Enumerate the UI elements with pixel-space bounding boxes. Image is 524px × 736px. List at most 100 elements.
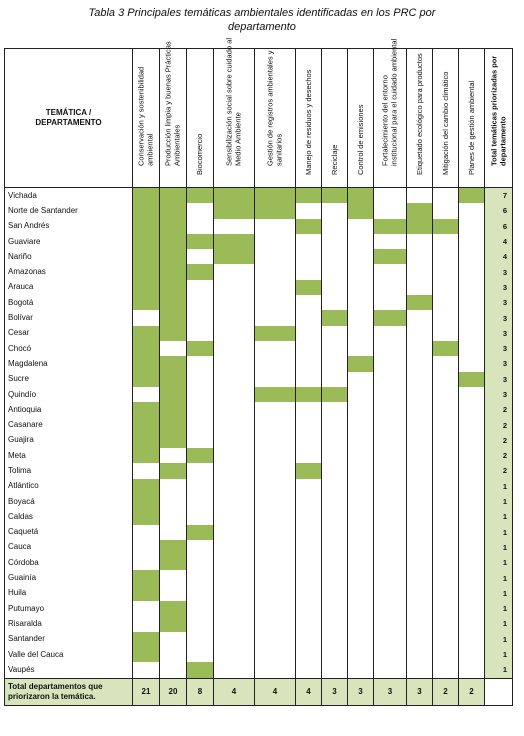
empty-cell [458, 601, 485, 617]
empty-cell [254, 402, 296, 418]
empty-cell [254, 295, 296, 311]
empty-cell [321, 570, 348, 586]
department-name: Guainía [4, 570, 133, 586]
table-row: Magdalena 3 [4, 356, 513, 372]
empty-cell [373, 601, 407, 617]
footer-label-line-1: Total departamentos que [8, 681, 103, 691]
empty-cell [347, 601, 374, 617]
marked-cell [213, 187, 255, 204]
marked-cell [132, 340, 160, 357]
empty-cell [406, 524, 433, 540]
empty-cell [432, 646, 459, 663]
empty-cell [213, 325, 255, 341]
empty-cell [186, 463, 214, 479]
empty-cell [321, 264, 348, 280]
empty-cell [458, 356, 485, 372]
empty-cell [254, 509, 296, 525]
marked-cell [295, 218, 322, 234]
department-name: Casanare [4, 417, 133, 433]
table-row: Vaupés 1 [4, 662, 513, 678]
department-name: Risaralda [4, 616, 133, 632]
marked-cell [295, 463, 322, 479]
marked-cell [159, 417, 187, 433]
empty-cell [132, 386, 160, 403]
marked-cell [159, 432, 187, 449]
empty-cell [254, 233, 296, 250]
empty-cell [213, 218, 255, 234]
empty-cell [186, 555, 214, 571]
empty-cell [186, 249, 214, 265]
empty-cell [406, 402, 433, 418]
empty-cell [432, 493, 459, 510]
table-caption: Tabla 3 Principales temáticas ambientale… [0, 6, 524, 34]
empty-cell [406, 432, 433, 449]
empty-cell [159, 493, 187, 510]
department-total: 2 [484, 417, 513, 433]
empty-cell [432, 356, 459, 372]
empty-cell [347, 570, 374, 586]
table-row: Huila 1 [4, 585, 513, 602]
empty-cell [295, 356, 322, 372]
empty-cell [159, 340, 187, 357]
marked-cell [159, 218, 187, 234]
empty-cell [373, 325, 407, 341]
empty-cell [295, 539, 322, 556]
table-row: Valle del Cauca 1 [4, 646, 513, 663]
table-row: Guajira 2 [4, 432, 513, 449]
empty-cell [254, 539, 296, 556]
empty-cell [295, 493, 322, 510]
marked-cell [159, 249, 187, 265]
empty-cell [406, 616, 433, 632]
empty-cell [347, 509, 374, 525]
corner-header-line-2: DEPARTAMENTO [35, 118, 102, 127]
footer-count: 21 [132, 677, 160, 706]
empty-cell [213, 555, 255, 571]
empty-cell [406, 463, 433, 479]
department-total: 3 [484, 386, 513, 403]
empty-cell [432, 524, 459, 540]
empty-cell [295, 432, 322, 449]
empty-cell [254, 417, 296, 433]
empty-cell [432, 325, 459, 341]
empty-cell [373, 340, 407, 357]
empty-cell [321, 646, 348, 663]
empty-cell [373, 417, 407, 433]
marked-cell [186, 524, 214, 540]
marked-cell [458, 371, 485, 387]
column-header-label: Manejo de residuos y desechos [303, 69, 313, 175]
empty-cell [432, 662, 459, 678]
header-row: TEMÁTICA / DEPARTAMENTO Conservación y s… [4, 38, 513, 188]
empty-cell [373, 570, 407, 586]
empty-cell [295, 646, 322, 663]
footer-empty-cell [484, 677, 513, 706]
department-name: Norte de Santander [4, 203, 133, 219]
empty-cell [295, 249, 322, 265]
empty-cell [458, 325, 485, 341]
table-row: Guainía 1 [4, 570, 513, 586]
total-column-header-label: Total temáticas priorizadas por departam… [489, 55, 507, 166]
marked-cell [132, 356, 160, 372]
department-total: 3 [484, 371, 513, 387]
empty-cell [347, 478, 374, 494]
empty-cell [321, 325, 348, 341]
empty-cell [406, 386, 433, 403]
marked-cell [347, 356, 374, 372]
empty-cell [432, 570, 459, 586]
empty-cell [406, 249, 433, 265]
empty-cell [321, 218, 348, 234]
marked-cell [373, 249, 407, 265]
caption-line-2: departamento [228, 21, 296, 33]
empty-cell [347, 555, 374, 571]
empty-cell [321, 662, 348, 678]
empty-cell [254, 616, 296, 632]
empty-cell [458, 279, 485, 296]
empty-cell [295, 295, 322, 311]
empty-cell [347, 417, 374, 433]
empty-cell [458, 478, 485, 494]
empty-cell [254, 340, 296, 357]
empty-cell [373, 371, 407, 387]
department-total: 1 [484, 601, 513, 617]
table-row: Antioquia 2 [4, 402, 513, 418]
empty-cell [458, 218, 485, 234]
empty-cell [254, 279, 296, 296]
